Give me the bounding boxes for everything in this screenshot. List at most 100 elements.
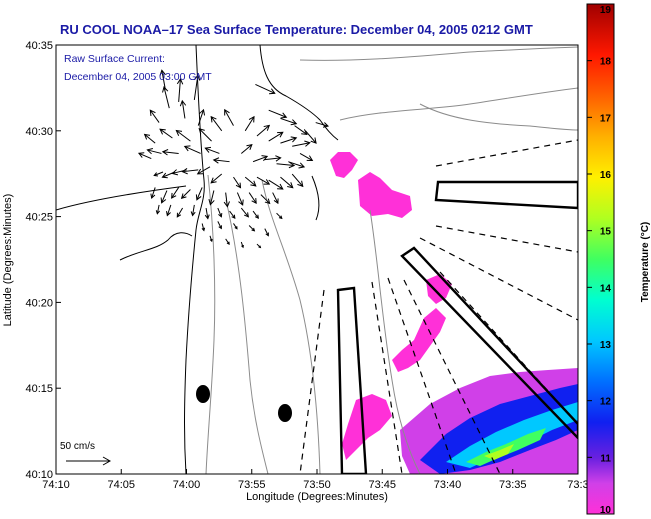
current-vector (299, 153, 314, 162)
radar-ray (403, 279, 501, 474)
current-vector-head (263, 179, 271, 185)
current-vector-head (209, 238, 213, 243)
current-vector (150, 187, 156, 199)
current-vector-shaft (176, 130, 191, 142)
colorbar-tick-label: 11 (600, 453, 611, 464)
current-vector (137, 152, 152, 160)
x-axis-label: Longitude (Degrees:Minutes) (246, 491, 388, 503)
current-vector (155, 204, 161, 215)
current-vector (217, 207, 223, 218)
current-vector-shaft (192, 204, 195, 216)
current-vector-shaft (176, 207, 184, 218)
current-vector-shaft (197, 109, 204, 126)
current-vector (193, 74, 201, 100)
current-vector-head (161, 172, 168, 179)
current-vector (223, 192, 230, 208)
sst-patch-raritan (330, 152, 358, 178)
radar-ray (387, 277, 457, 474)
current-vector-shaft (182, 169, 199, 173)
current-vector-head (181, 167, 188, 175)
sst-patch-cyan-band (446, 402, 578, 468)
current-vector-head (198, 128, 205, 135)
isobath-ledge (419, 103, 578, 131)
isobath-upper (299, 46, 578, 61)
current-vector-head (201, 227, 206, 232)
y-tick-label: 40:25 (25, 212, 53, 224)
inland-shore (56, 185, 187, 211)
current-vector-head (166, 211, 171, 217)
current-vector-head (210, 115, 217, 123)
current-vector-head (322, 122, 330, 128)
current-vector-shaft (236, 192, 244, 206)
current-vector-head (146, 147, 154, 155)
current-vector (176, 207, 184, 218)
current-vector-shaft (161, 190, 168, 204)
current-vector-shaft (210, 116, 223, 132)
current-vector-head (159, 69, 166, 76)
isobath-deep (261, 179, 321, 474)
current-vector (225, 238, 230, 246)
sst-pixel-layer (330, 152, 578, 474)
colorbar-tick-label: 16 (600, 170, 612, 181)
current-vector-shaft (276, 212, 283, 219)
colorbar-tick-label: 17 (600, 113, 612, 124)
current-vector-shaft (213, 159, 230, 163)
current-vector-head (288, 161, 296, 169)
current-vector (264, 228, 269, 237)
current-vector (252, 155, 269, 163)
x-tick-label: 73:55 (238, 479, 266, 491)
isobath-channel (369, 209, 421, 474)
current-vector-shaft (161, 70, 166, 90)
y-tick-label: 40:35 (25, 40, 53, 52)
current-vector-head (218, 213, 223, 218)
current-vector (197, 108, 206, 126)
current-vector-shaft (154, 171, 164, 176)
current-vector-head (277, 183, 284, 190)
current-vector (248, 225, 256, 232)
current-vector-head (143, 133, 151, 140)
current-vector (280, 117, 298, 126)
current-vector-head (241, 244, 244, 249)
current-vector-shaft (291, 173, 304, 187)
current-vector-shaft (162, 151, 179, 154)
current-vector-shaft (144, 133, 156, 144)
current-vector-head (238, 199, 244, 206)
current-vector-head (265, 232, 269, 237)
scale-arrow-label: 50 cm/s (60, 441, 95, 452)
x-tick-label: 73:35 (499, 479, 527, 491)
current-vector-head (149, 109, 156, 116)
annotation-line-1: Raw Surface Current: (64, 53, 165, 65)
current-vector-shaft (225, 192, 228, 207)
y-axis-ticks: 40:10 40:15 40:20 40:25 40:30 40:35 (25, 40, 61, 481)
x-tick-label: 73:50 (303, 479, 331, 491)
colorbar (586, 3, 615, 515)
current-vector-shaft (224, 109, 234, 126)
current-vector (176, 78, 184, 103)
current-vector-head (234, 226, 238, 230)
buoy-marker (278, 404, 292, 422)
y-tick-label: 40:10 (25, 469, 53, 481)
colorbar-tick-label: 15 (600, 227, 612, 238)
buoy-marker (196, 385, 210, 403)
radar-ray (439, 271, 578, 425)
current-vector-shaft (151, 187, 156, 199)
current-vector-shaft (198, 128, 212, 142)
current-vector-head (269, 88, 276, 95)
current-vector-shaft (166, 204, 172, 216)
current-vector-head (306, 155, 314, 162)
current-vector-shaft (268, 131, 284, 142)
current-vector (143, 133, 156, 144)
current-vector-head (298, 162, 306, 169)
current-vector (280, 136, 298, 144)
chart-title: RU COOL NOAA–17 Sea Surface Temperature:… (60, 22, 533, 37)
current-vector (291, 173, 304, 188)
current-vector-shaft (292, 142, 310, 147)
current-vector-head (208, 198, 215, 206)
current-vector-head (275, 155, 282, 162)
y-axis-label: Latitude (Degrees:Minutes) (2, 194, 14, 327)
sst-patch-south-west (342, 394, 392, 460)
current-vector (196, 166, 211, 175)
sst-patch-ridge (392, 308, 446, 372)
current-vector (240, 143, 253, 154)
